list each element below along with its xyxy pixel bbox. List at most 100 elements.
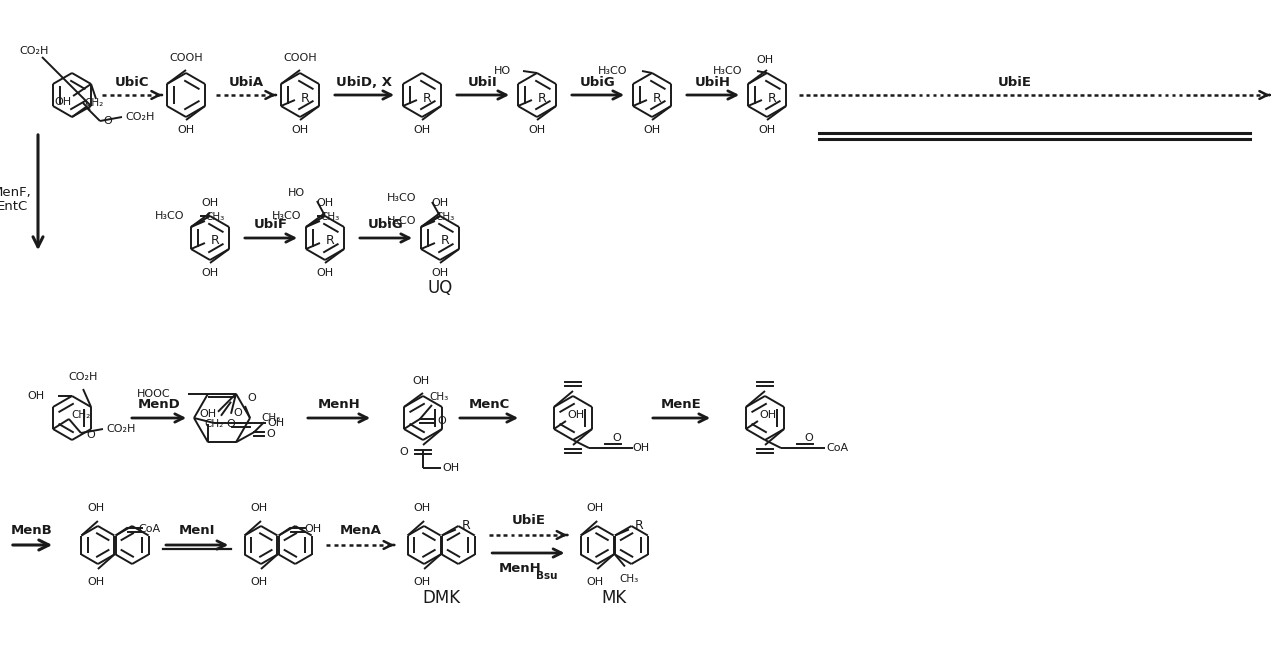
Text: UbiG: UbiG [580,75,616,88]
Text: H₃CO: H₃CO [712,66,742,76]
Text: OH: OH [268,418,284,428]
Text: CH₂: CH₂ [205,418,224,429]
Text: O: O [247,393,256,403]
Text: UQ: UQ [428,279,452,297]
Text: O: O [438,416,446,426]
Text: MenE: MenE [661,399,702,411]
Text: UbiF: UbiF [254,218,288,232]
Text: HO: HO [288,188,305,198]
Text: OH: OH [414,503,430,513]
Text: DMK: DMK [423,589,460,607]
Text: CO₂H: CO₂H [68,372,97,382]
Text: UbiI: UbiI [468,75,498,88]
Text: O: O [266,429,275,440]
Text: OH: OH [643,125,661,135]
Text: OH: OH [412,376,429,386]
Text: CO₂H: CO₂H [19,46,49,56]
Text: MenF,: MenF, [0,186,32,199]
Text: OH: OH [200,409,216,419]
Text: R: R [652,92,661,104]
Text: MenC: MenC [469,399,510,411]
Text: MK: MK [602,589,626,607]
Text: O: O [104,116,113,126]
Text: H₃CO: H₃CO [155,211,184,221]
Text: CH₂: CH₂ [85,98,104,108]
Text: MenB: MenB [12,525,53,537]
Text: OH: OH [316,268,333,278]
Text: R: R [325,234,334,248]
Text: OH: OH [587,503,603,513]
Text: OH: OH [414,577,430,587]
Text: R: R [441,234,450,248]
Text: CH₃: CH₃ [619,574,638,583]
Text: H₃CO: H₃CO [597,66,626,76]
Text: UbiD, X: UbiD, X [337,75,392,88]
Text: R: R [301,92,309,104]
Text: H₃CO: H₃CO [272,211,301,221]
Text: CH₂: CH₂ [72,410,91,420]
Text: HOOC: HOOC [136,389,170,399]
Text: HO: HO [494,66,511,76]
Text: COOH: COOH [283,53,316,63]
Text: CO₂H: CO₂H [106,424,136,434]
Text: MenA: MenA [339,525,382,537]
Text: MenD: MenD [137,399,181,411]
Text: MenI: MenI [179,525,215,537]
Text: UbiG: UbiG [368,218,404,232]
Text: CoA: CoA [826,443,848,453]
Text: OH: OH [633,443,649,453]
Text: R: R [423,92,432,104]
Text: OH: OH [55,97,72,107]
Text: OH: OH [529,125,546,135]
Text: OH: OH [432,198,448,208]
Text: CH₃: CH₃ [261,413,281,423]
Text: OH: OH [292,125,309,135]
Text: OH: OH [758,125,775,135]
Text: O: O [804,433,813,443]
Text: OH: OH [251,577,268,587]
Text: OH: OH [316,198,333,208]
Text: CH₃: CH₃ [320,212,339,222]
Text: OH: OH [567,410,584,420]
Text: R: R [210,234,219,248]
Text: MenH: MenH [318,399,360,411]
Text: R: R [767,92,776,104]
Text: UbiC: UbiC [115,75,150,88]
Text: OH: OH [304,525,322,535]
Text: O: O [612,433,621,443]
Text: OH: OH [201,198,219,208]
Text: OH: OH [251,503,268,513]
Text: UbiE: UbiE [998,75,1031,88]
Text: CoA: CoA [138,525,160,535]
Text: O: O [227,418,236,429]
Text: OH: OH [760,410,776,420]
Text: UbiE: UbiE [511,515,546,527]
Text: UbiH: UbiH [696,75,731,88]
Text: CO₂H: CO₂H [126,112,155,122]
Text: OH: OH [442,463,460,473]
Text: H₃CO: H₃CO [387,193,416,203]
Text: CH₃: CH₃ [436,212,455,222]
Text: R: R [461,519,470,532]
Text: OH: OH [87,577,105,587]
Text: OH: OH [757,55,774,65]
Text: R: R [634,519,643,532]
Text: O: O [87,430,95,440]
Text: O: O [233,408,242,418]
Text: O: O [400,447,409,457]
Text: OH: OH [201,268,219,278]
Text: MenH: MenH [498,562,542,576]
Text: OH: OH [414,125,430,135]
Text: OH: OH [432,268,448,278]
Text: COOH: COOH [169,53,202,63]
Text: Bsu: Bsu [535,571,557,581]
Text: CH₃: CH₃ [429,392,448,402]
Text: CH₃: CH₃ [205,212,224,222]
Text: OH: OH [178,125,195,135]
Text: OH: OH [587,577,603,587]
Text: R: R [538,92,546,104]
Text: UbiA: UbiA [228,75,264,88]
Text: EntC: EntC [0,200,28,213]
Text: OH: OH [27,391,44,401]
Text: OH: OH [87,503,105,513]
